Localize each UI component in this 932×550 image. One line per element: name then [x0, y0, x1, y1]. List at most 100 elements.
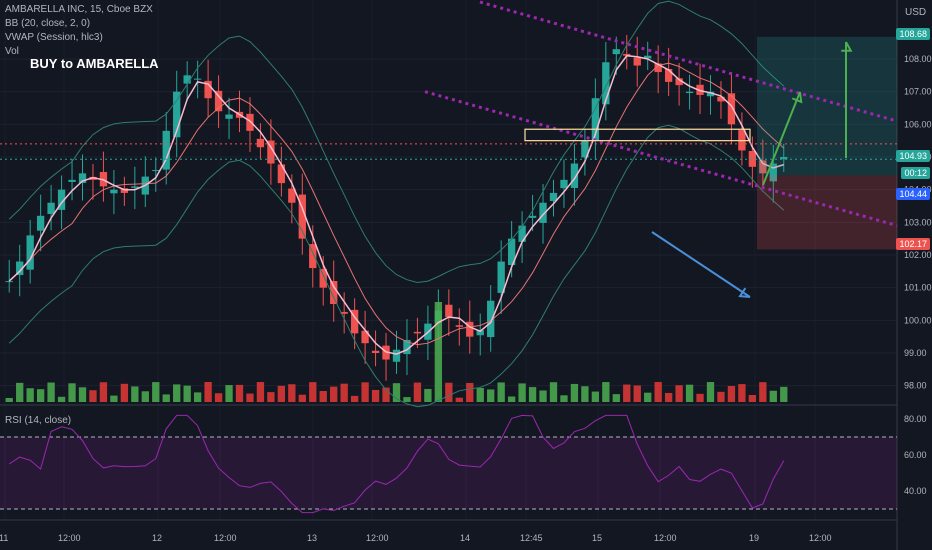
time-tick-label: 12:00 [214, 533, 237, 543]
volume-bar [152, 382, 160, 402]
candle-body [57, 189, 66, 210]
volume-bar [769, 390, 777, 402]
volume-bar [539, 390, 547, 402]
target-zone [757, 36, 897, 176]
candle-body [518, 225, 526, 242]
rsi-line [8, 414, 785, 514]
candle-body [173, 91, 181, 138]
price-tick-label: 98.00 [904, 381, 927, 391]
entry-price-badge: 104.44 [896, 188, 930, 200]
candle-body [455, 325, 463, 327]
candle-body [350, 309, 359, 334]
candle-body [277, 164, 286, 184]
volume-bar [193, 392, 202, 402]
volume-bar [350, 395, 359, 402]
candle-body [152, 170, 160, 172]
volume-bar [434, 302, 443, 402]
volume-bar [309, 382, 317, 402]
price-tick-label: 100.00 [904, 315, 932, 325]
candle-body [225, 114, 233, 119]
volume-bar [330, 386, 338, 402]
candle-body [193, 78, 202, 80]
annotation-text: BUY to AMBARELLA [30, 56, 159, 71]
volume-bar [99, 382, 108, 402]
candle-body [403, 339, 411, 355]
candle-body [675, 78, 683, 86]
vol-legend: Vol [5, 46, 19, 57]
target-price-badge: 108.68 [896, 28, 930, 40]
candle-body [183, 75, 191, 84]
candle-body [748, 150, 757, 167]
volume-bar [277, 385, 286, 402]
candle-body [288, 188, 296, 203]
candle-body [507, 238, 516, 266]
volume-bar [256, 382, 265, 402]
time-tick-label: 12 [152, 533, 162, 543]
volume-bar [507, 396, 516, 402]
vwap-line [8, 54, 785, 355]
bb-legend: BB (20, close, 2, 0) [5, 18, 91, 29]
time-tick-label: 12:00 [654, 533, 677, 543]
volume-bar [225, 385, 233, 402]
candle-body [497, 261, 505, 293]
candle-body [319, 269, 327, 288]
bb-upper [8, 0, 785, 284]
volume-bar [403, 397, 411, 402]
support-box [524, 128, 751, 142]
candle-body [644, 55, 652, 59]
volume-bar [675, 385, 683, 402]
volume-bar [727, 386, 736, 402]
volume-bar [68, 383, 76, 402]
down-arrow [651, 231, 751, 298]
time-tick-label: 12:45 [520, 533, 543, 543]
stop-price-badge: 102.17 [896, 238, 930, 250]
candle-body [204, 80, 212, 99]
candle-body [487, 300, 495, 338]
volume-bar [633, 385, 641, 402]
volume-bar [706, 382, 715, 402]
candle-body [267, 140, 275, 164]
volume-bar [371, 389, 380, 402]
candle-body [371, 350, 380, 353]
volume-bar [685, 384, 694, 402]
volume-bar [204, 382, 212, 402]
candle-body [780, 157, 788, 160]
bb-basis [8, 62, 785, 346]
volume-bar [26, 388, 34, 402]
volume-bar [5, 398, 13, 402]
volume-bar [780, 386, 788, 402]
volume-bar [110, 395, 118, 402]
candle-body [214, 90, 223, 112]
channel-upper [479, 0, 898, 123]
time-tick-label: 12:00 [58, 533, 81, 543]
volume-bar [424, 388, 432, 402]
candle-body [298, 194, 306, 239]
candle-body [26, 235, 34, 270]
candle-body [633, 57, 641, 66]
volume-bar [288, 384, 296, 402]
candle-body [560, 179, 568, 189]
volume-bar [36, 389, 45, 402]
rsi-tick-label: 80.00 [904, 414, 927, 424]
price-tick-label: 103.00 [904, 217, 932, 227]
candle-body [340, 311, 348, 314]
volume-bar [591, 391, 600, 402]
candle-body [5, 281, 13, 283]
candle-body [309, 244, 317, 269]
candle-body [612, 49, 620, 55]
volume-bar [581, 386, 589, 402]
candle-body [717, 96, 725, 102]
candle-body [110, 189, 118, 194]
candle-body [570, 163, 579, 188]
candle-body [591, 98, 600, 141]
volume-bar [466, 382, 474, 402]
price-tick-label: 108.00 [904, 54, 932, 64]
volume-bar [120, 383, 129, 402]
candle-body [256, 138, 265, 148]
candle-body [623, 53, 631, 56]
rsi-tick-label: 40.00 [904, 486, 927, 496]
volume-bar [570, 383, 579, 402]
volume-bar [654, 382, 662, 402]
